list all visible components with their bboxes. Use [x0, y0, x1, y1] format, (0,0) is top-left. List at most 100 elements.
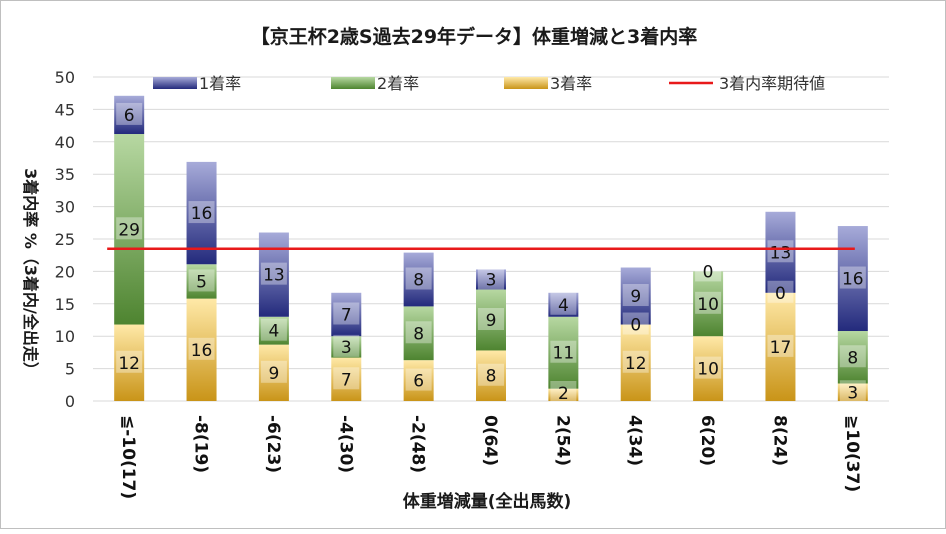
legend-item: 2着率 [331, 74, 419, 93]
data-label-bg [550, 381, 577, 403]
data-label-bg [188, 201, 215, 224]
bar-segment [693, 336, 724, 401]
bar-segment [620, 267, 651, 325]
legend-item: 3着率 [504, 74, 592, 93]
x-tick-label: ≦-10(17) [118, 415, 138, 499]
legend: 1着率 2着率 3着率 3着内率期待値 [153, 74, 825, 93]
data-label: 8 [486, 367, 497, 387]
bar-segment [258, 344, 289, 401]
legend-item: 1着率 [153, 74, 241, 93]
bar-segment [476, 350, 506, 401]
data-label: 9 [268, 364, 279, 384]
data-label-bg [260, 360, 287, 383]
bar-segment [403, 252, 434, 307]
data-label: 0 [630, 316, 641, 336]
bar-segment [476, 269, 506, 290]
y-axis-ticks: 0 5 10 15 20 25 30 35 40 45 50 [55, 68, 75, 411]
data-label-bg [478, 363, 504, 386]
data-label: 0 [703, 262, 714, 282]
chart-title: 【京王杯2歳S過去29年データ】体重増減と3着内率 [251, 25, 698, 48]
bar-segment [620, 324, 651, 401]
data-label-bg [839, 345, 866, 368]
bar-segment [403, 306, 434, 361]
data-label-bg [478, 267, 504, 290]
x-tick-label: -6(23) [263, 415, 283, 473]
data-label: 4 [558, 296, 569, 316]
y-tick-label: 35 [55, 165, 75, 184]
data-label-bg [767, 240, 794, 263]
data-label: 16 [842, 270, 864, 290]
data-label-bg [622, 284, 649, 307]
data-label: 8 [413, 324, 424, 344]
data-label: 6 [124, 106, 135, 126]
bar-segment [186, 264, 217, 299]
x-tick-label: 6(20) [697, 415, 717, 466]
data-label-bg [260, 318, 287, 341]
x-tick-label: -2(48) [408, 415, 428, 473]
x-tick-label: -4(30) [335, 415, 355, 473]
data-label: 10 [697, 295, 719, 315]
data-label-bg [695, 356, 722, 379]
data-label: 29 [118, 220, 140, 240]
data-label-bg [695, 259, 722, 282]
x-tick-label: 4(34) [625, 415, 645, 466]
bar-segment [548, 292, 579, 317]
data-label-bg [622, 350, 649, 373]
data-label-bg [333, 367, 360, 390]
data-label: 12 [118, 354, 140, 374]
bar-segment [837, 226, 868, 332]
y-tick-label: 40 [55, 133, 75, 152]
data-label-bg [116, 102, 143, 125]
data-label-bg [550, 292, 577, 315]
bar-segment [548, 316, 579, 389]
data-label: 3 [847, 383, 858, 403]
data-label-bg [622, 312, 649, 335]
bar-segment [114, 324, 145, 401]
bar-segment [114, 134, 145, 325]
data-label-bg [695, 291, 722, 314]
y-tick-label: 45 [55, 100, 75, 119]
data-label-bg [333, 334, 360, 357]
x-tick-label: 0(64) [480, 415, 500, 466]
x-axis-ticks: ≦-10(17) -8(19) -6(23) -4(30) -2(48) 0(64) 2(5… [118, 415, 862, 499]
y-tick-label: 30 [55, 198, 75, 217]
bars [114, 95, 868, 401]
bar-segment [186, 161, 217, 265]
data-label-bg [116, 350, 143, 373]
data-label-bg [116, 217, 143, 240]
data-label: 8 [413, 271, 424, 291]
data-label: 16 [191, 204, 213, 224]
bar-segment [476, 289, 506, 351]
data-label: 11 [553, 344, 575, 364]
data-label-bg [333, 302, 360, 325]
bar-segment [186, 298, 217, 401]
y-tick-label: 15 [55, 295, 75, 314]
legend-item: 3着内率期待値 [669, 74, 825, 93]
data-label-bg [839, 380, 866, 403]
legend-label: 2着率 [377, 74, 419, 93]
data-label: 2 [558, 384, 569, 404]
bar-segment [331, 336, 362, 358]
data-label: 5 [196, 272, 207, 292]
data-label: 13 [263, 266, 285, 286]
y-tick-label: 10 [55, 327, 75, 346]
data-label: 7 [341, 305, 352, 325]
data-label: 7 [341, 370, 352, 390]
x-tick-label: ≧10(37) [842, 415, 862, 492]
y-axis-label: 3着内率 %（3着内/全出走） [21, 168, 40, 378]
data-label: 10 [697, 360, 719, 380]
data-label: 13 [770, 243, 792, 263]
data-label: 3 [486, 271, 497, 291]
data-label: 9 [486, 311, 497, 331]
data-label: 0 [775, 284, 786, 304]
data-label: 16 [191, 341, 213, 361]
bar-segment [258, 232, 289, 317]
y-tick-label: 50 [55, 68, 75, 87]
x-tick-label: 2(54) [552, 415, 572, 466]
bar-segment [837, 383, 868, 401]
data-label-bg [405, 321, 432, 344]
y-tick-label: 0 [65, 392, 75, 411]
y-tick-label: 25 [55, 230, 75, 249]
bar-segment [765, 292, 796, 401]
